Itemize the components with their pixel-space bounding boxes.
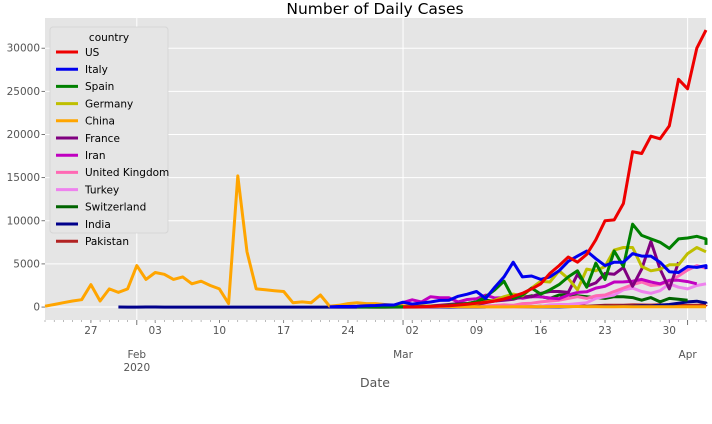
legend-entry: China (85, 116, 115, 128)
x-tick-label: 27 (84, 325, 97, 337)
x-tick-label: 16 (534, 325, 548, 337)
series-line-us (402, 29, 708, 309)
series-line-italy (329, 249, 708, 309)
legend-box (49, 26, 169, 234)
chart-title: Number of Daily Cases (286, 0, 463, 18)
x-tick-label: 24 (341, 325, 355, 337)
y-tick-label: 0 (33, 302, 40, 314)
x-tick-label: 09 (470, 325, 483, 337)
legend-entry: Switzerland (85, 202, 146, 214)
x-tick-label: 30 (663, 325, 676, 337)
legend-items: US Italy Spain Germany China France Iran United… (56, 47, 169, 248)
x-month-label: Feb (128, 349, 147, 361)
x-tick-label: 17 (277, 325, 290, 337)
legend-entry: Turkey (84, 184, 119, 196)
x-tick-label: 10 (213, 325, 226, 337)
x-month-label: Apr (679, 349, 698, 361)
legend-entry: United Kingdom (85, 167, 169, 179)
x-tick-label: 03 (148, 325, 161, 337)
legend-entry: US (85, 47, 100, 59)
y-tick-label: 5000 (13, 258, 40, 270)
series-lines (44, 29, 708, 309)
legend-title: country (89, 32, 129, 44)
series-line-china (44, 174, 707, 309)
legend-entry: France (85, 133, 120, 145)
x-year-label: 2020 (123, 362, 150, 374)
legend-entry: Iran (85, 150, 106, 162)
y-tick-label: 25000 (7, 86, 40, 98)
legend-entry: Germany (85, 98, 133, 110)
y-tick-label: 15000 (7, 172, 40, 184)
legend-entry: Pakistan (85, 236, 129, 248)
legend-entry: Italy (85, 64, 108, 76)
legend: country US Italy Spain Germany China France Ir… (49, 26, 169, 248)
legend-entry: India (85, 219, 111, 231)
x-month-label: Mar (393, 349, 413, 361)
x-tick-label: 02 (406, 325, 419, 337)
y-tick-label: 30000 (7, 43, 40, 55)
y-axis: 0 5000 10000 15000 20000 25000 30000 (7, 43, 45, 314)
x-tick-label: 23 (598, 325, 611, 337)
legend-entry: Spain (85, 81, 114, 93)
y-tick-label: 20000 (7, 129, 40, 141)
x-axis-title: Date (360, 375, 390, 390)
y-tick-label: 10000 (7, 215, 40, 227)
